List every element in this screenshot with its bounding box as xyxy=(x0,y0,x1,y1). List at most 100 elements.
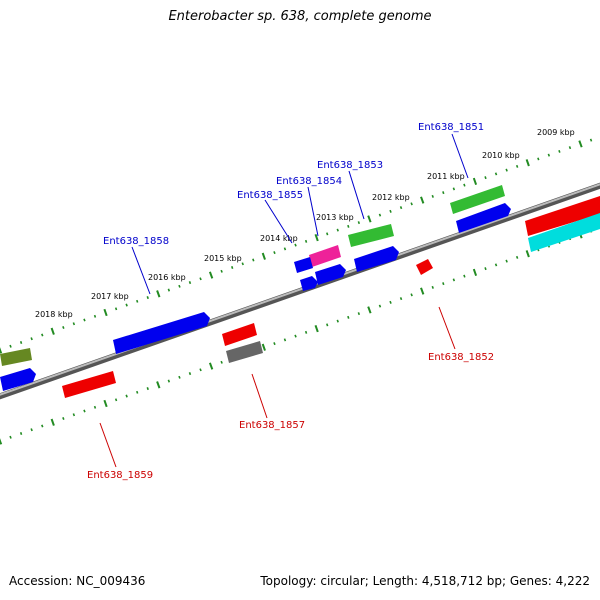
scale-label-2009: 2009 kbp xyxy=(537,128,575,137)
label-ent638-1852[interactable]: Ent638_1852 xyxy=(428,352,494,363)
lower-scale-minor-tick xyxy=(463,274,466,278)
upper-scale-minor-tick xyxy=(30,337,33,341)
upper-scale-minor-tick xyxy=(505,168,508,172)
label-ent638-1857[interactable]: Ent638_1857 xyxy=(239,420,305,431)
lower-scale-minor-tick xyxy=(178,375,181,379)
lower-scale-minor-tick xyxy=(304,330,308,334)
lower-scale-major-tick xyxy=(50,418,55,426)
scale-ticks-upper xyxy=(0,138,593,354)
upper-scale-minor-tick xyxy=(378,213,382,217)
gene-red-right[interactable] xyxy=(525,196,600,236)
gene-blue-1851-inner[interactable] xyxy=(456,203,511,233)
upper-scale-major-tick xyxy=(420,196,425,204)
label-ent638-1858[interactable]: Ent638_1858 xyxy=(103,236,169,247)
lower-scale-minor-tick xyxy=(83,409,86,413)
scale-label-2012: 2012 kbp xyxy=(372,193,410,202)
upper-scale-minor-tick xyxy=(442,191,445,195)
gene-blue-1853-inner[interactable] xyxy=(354,246,399,272)
upper-scale-minor-tick xyxy=(188,281,192,285)
gene-ent638-1851[interactable] xyxy=(450,185,505,214)
lower-scale-major-tick xyxy=(314,324,319,333)
lower-scale-minor-tick xyxy=(146,387,149,391)
upper-scale-minor-tick xyxy=(136,299,139,303)
lower-scale-major-tick xyxy=(472,268,478,277)
label-ent638-1851[interactable]: Ent638_1851 xyxy=(418,122,484,133)
lower-scale-minor-tick xyxy=(294,334,297,338)
upper-scale-minor-tick xyxy=(125,303,128,307)
gene-ent638-1857-red[interactable] xyxy=(222,323,257,346)
lower-scale-minor-tick xyxy=(19,432,23,435)
upper-scale-major-tick xyxy=(208,271,214,279)
lower-scale-minor-tick xyxy=(515,255,519,259)
lower-scale-minor-tick xyxy=(484,267,487,271)
gene-ent638-1859[interactable] xyxy=(62,371,116,398)
upper-scale-minor-tick xyxy=(283,247,287,251)
genome-backbone xyxy=(0,182,600,400)
lower-scale-minor-tick xyxy=(72,413,76,417)
scale-ticks-lower xyxy=(0,229,593,445)
gene-ent638-1858[interactable] xyxy=(113,312,210,354)
upper-scale-minor-tick xyxy=(41,333,44,337)
upper-scale-minor-tick xyxy=(568,146,572,150)
scale-label-2011: 2011 kbp xyxy=(427,172,465,181)
upper-scale-major-tick xyxy=(50,327,55,335)
label-ent638-1859[interactable]: Ent638_1859 xyxy=(87,470,153,481)
label-ent638-1853[interactable]: Ent638_1853 xyxy=(317,160,383,171)
lower-scale-minor-tick xyxy=(336,319,339,323)
upper-scale-major-tick xyxy=(367,215,372,223)
upper-scale-minor-tick xyxy=(399,206,403,210)
lower-scale-minor-tick xyxy=(62,417,65,420)
lower-scale-minor-tick xyxy=(136,390,139,394)
label-ent638-1854[interactable]: Ent638_1854 xyxy=(276,176,342,187)
upper-scale-minor-tick xyxy=(336,228,339,232)
upper-scale-minor-tick xyxy=(431,194,434,198)
upper-scale-major-tick xyxy=(156,290,161,298)
lower-scale-minor-tick xyxy=(273,342,276,346)
scale-labels: 2009 kbp 2010 kbp 2011 kbp 2012 kbp 2013… xyxy=(35,128,575,319)
upper-scale-minor-tick xyxy=(410,202,413,206)
lower-scale-minor-tick xyxy=(410,293,413,297)
lower-scale-minor-tick xyxy=(452,278,456,282)
upper-scale-minor-tick xyxy=(494,172,498,176)
upper-scale-minor-tick xyxy=(83,318,86,322)
gene-ent638-1854[interactable] xyxy=(309,245,341,267)
lower-scale-minor-tick xyxy=(494,263,498,267)
upper-scale-minor-tick xyxy=(558,149,561,153)
upper-scale-major-tick xyxy=(314,233,319,242)
gene-ent638-1852[interactable] xyxy=(416,259,433,275)
lower-scale-major-tick xyxy=(420,287,425,295)
upper-scale-minor-tick xyxy=(304,239,308,243)
upper-scale-minor-tick xyxy=(357,221,361,225)
gene-blue-1854-inner[interactable] xyxy=(315,264,346,285)
upper-scale-minor-tick xyxy=(19,341,23,344)
upper-scale-minor-tick xyxy=(241,262,244,266)
gene-ent638-1853[interactable] xyxy=(348,224,394,247)
upper-scale-minor-tick xyxy=(114,307,118,311)
label-ent638-1855[interactable]: Ent638_1855 xyxy=(237,190,303,201)
lower-scale-minor-tick xyxy=(30,428,33,432)
gene-ent638-1857[interactable] xyxy=(226,341,263,363)
lower-scale-minor-tick xyxy=(505,259,508,263)
lower-scale-minor-tick xyxy=(199,368,202,372)
upper-scale-minor-tick xyxy=(537,157,540,161)
lower-scale-minor-tick xyxy=(114,398,118,402)
gene-ent638-1855[interactable] xyxy=(294,257,313,273)
upper-scale-major-tick xyxy=(525,159,530,167)
gene-blue-left[interactable] xyxy=(0,368,36,391)
upper-scale-minor-tick xyxy=(9,344,12,348)
upper-scale-minor-tick xyxy=(178,284,181,288)
upper-scale-major-tick xyxy=(261,252,266,260)
upper-scale-minor-tick xyxy=(589,138,593,142)
scale-label-2015: 2015 kbp xyxy=(204,254,242,263)
gene-cyan-right[interactable] xyxy=(528,213,600,252)
upper-scale-minor-tick xyxy=(273,251,276,255)
lower-scale-major-tick xyxy=(367,306,372,314)
lower-scale-minor-tick xyxy=(41,424,44,428)
gene-olive-left[interactable] xyxy=(0,348,32,366)
upper-scale-minor-tick xyxy=(252,258,255,262)
lower-scale-minor-tick xyxy=(326,323,329,327)
genome-summary-text: Topology: circular; Length: 4,518,712 bp… xyxy=(260,574,590,588)
gene-blue-1855-inner[interactable] xyxy=(300,276,318,291)
lower-scale-minor-tick xyxy=(93,405,97,409)
